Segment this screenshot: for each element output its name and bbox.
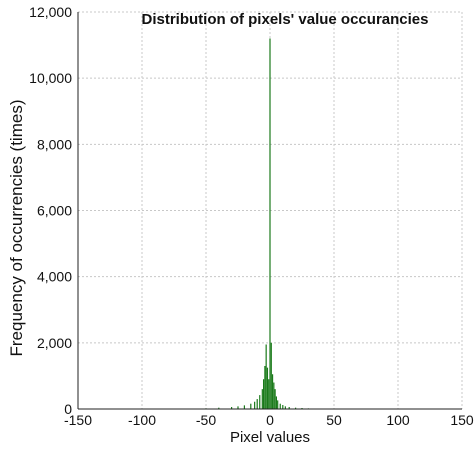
- histogram-bar: [265, 344, 267, 409]
- histogram-bar: [273, 382, 275, 409]
- chart-title: Distribution of pixels' value occurancie…: [142, 11, 429, 28]
- histogram-bar: [271, 374, 274, 409]
- histogram-bar: [256, 399, 258, 409]
- histogram-bar: [250, 403, 252, 409]
- histogram-bar: [288, 407, 290, 409]
- histogram-bar: [270, 342, 272, 409]
- histogram-bar: [269, 38, 271, 409]
- histogram-bar: [266, 367, 269, 409]
- x-tick-label: 150: [450, 412, 474, 428]
- histogram-bar: [259, 395, 261, 409]
- histogram-bar: [268, 379, 270, 409]
- histogram-bar: [282, 405, 284, 409]
- y-tick-label: 12,000: [29, 4, 72, 20]
- histogram-bar: [275, 396, 277, 409]
- histogram-bar: [277, 400, 279, 409]
- x-tick-label: 0: [266, 412, 274, 428]
- x-tick-label: 100: [386, 412, 410, 428]
- x-tick-label: -100: [128, 412, 156, 428]
- histogram-bar: [231, 407, 233, 409]
- x-tick-label: 50: [326, 412, 342, 428]
- bars-layer: [192, 38, 348, 409]
- histogram-bar: [261, 389, 263, 409]
- y-tick-label: 8,000: [37, 136, 72, 152]
- histogram-bar: [274, 389, 276, 409]
- histogram-bar: [243, 405, 245, 409]
- histogram-bar: [279, 403, 281, 409]
- y-tick-label: 6,000: [37, 203, 72, 219]
- histogram-bar: [263, 379, 265, 409]
- histogram-bar: [295, 407, 297, 409]
- y-tick-label: 0: [64, 401, 72, 417]
- histogram-bar: [237, 406, 239, 409]
- y-axis-label: Frequency of occurrencies (times): [7, 100, 26, 357]
- axes-layer: -150 -100 -50 0 50 100 150 0 2,000 4,000 6,000 8,00…: [29, 4, 474, 428]
- x-axis-label: Pixel values: [230, 429, 310, 446]
- y-tick-label: 10,000: [29, 70, 72, 86]
- y-tick-label: 4,000: [37, 269, 72, 285]
- x-tick-label: -150: [64, 412, 92, 428]
- histogram-bar: [264, 365, 266, 409]
- histogram-bar: [284, 406, 286, 409]
- histogram-bar: [218, 407, 220, 409]
- x-tick-label: -50: [196, 412, 216, 428]
- y-tick-label: 2,000: [37, 335, 72, 351]
- histogram-bar: [254, 401, 256, 409]
